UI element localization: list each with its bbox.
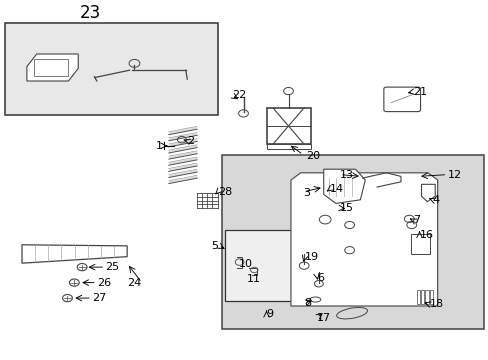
Polygon shape <box>421 184 434 202</box>
Bar <box>416 290 419 304</box>
Bar <box>425 290 428 304</box>
Text: 15: 15 <box>339 203 353 213</box>
Bar <box>34 59 68 76</box>
Text: 14: 14 <box>329 184 344 194</box>
Text: 28: 28 <box>218 186 232 197</box>
Text: 4: 4 <box>432 195 439 205</box>
Bar <box>410 234 429 254</box>
Text: 23: 23 <box>80 4 101 22</box>
Text: 10: 10 <box>238 258 252 269</box>
Bar <box>266 108 310 144</box>
Text: 6: 6 <box>317 273 324 283</box>
Text: 19: 19 <box>304 252 318 262</box>
Text: 25: 25 <box>105 262 119 272</box>
Bar <box>5 23 217 115</box>
Text: 24: 24 <box>127 278 142 288</box>
Text: 20: 20 <box>305 150 320 161</box>
Text: 13: 13 <box>339 170 353 180</box>
Bar <box>429 290 432 304</box>
Polygon shape <box>27 54 78 81</box>
Text: 22: 22 <box>232 90 246 100</box>
Text: 26: 26 <box>97 278 111 288</box>
Text: 9: 9 <box>266 309 273 319</box>
Bar <box>420 290 424 304</box>
FancyBboxPatch shape <box>383 87 420 112</box>
Text: 1: 1 <box>155 141 162 151</box>
Polygon shape <box>290 173 437 306</box>
Text: 21: 21 <box>412 87 427 97</box>
Text: 3: 3 <box>303 188 309 198</box>
Text: 8: 8 <box>304 298 311 308</box>
Bar <box>222 155 483 329</box>
Text: 7: 7 <box>412 215 420 225</box>
Text: 11: 11 <box>246 274 261 284</box>
Text: 2: 2 <box>186 136 194 146</box>
Text: 27: 27 <box>92 293 106 303</box>
Polygon shape <box>323 169 365 203</box>
Text: 5: 5 <box>211 240 218 251</box>
Polygon shape <box>22 245 127 263</box>
Text: 12: 12 <box>447 170 461 180</box>
Text: 16: 16 <box>419 230 433 240</box>
Bar <box>224 230 305 301</box>
Text: 18: 18 <box>428 299 443 309</box>
Bar <box>266 144 310 149</box>
Text: 17: 17 <box>316 312 330 323</box>
